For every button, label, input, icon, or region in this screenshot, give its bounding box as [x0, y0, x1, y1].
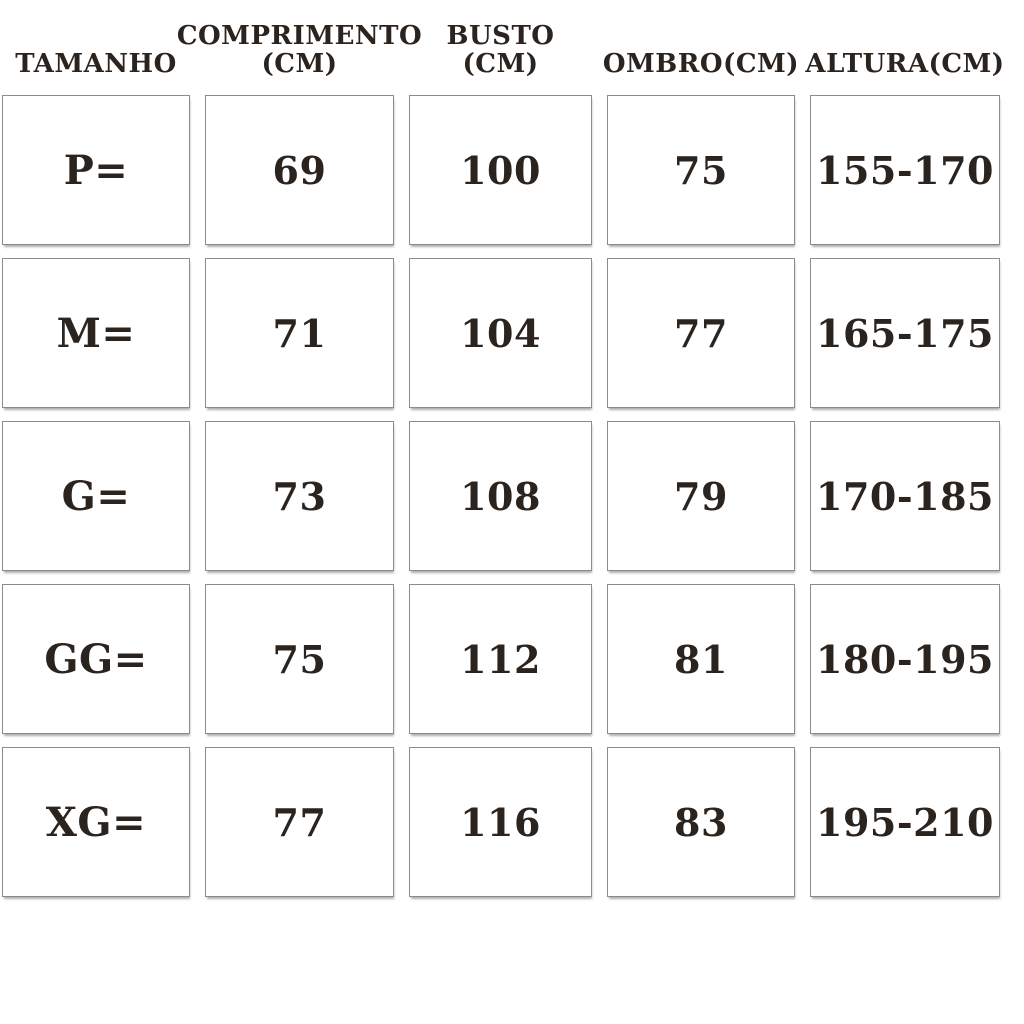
cell-busto-xg: 116 [409, 747, 592, 897]
cell-size-p: P= [2, 95, 190, 245]
cell-ombro-p: 75 [607, 95, 795, 245]
cell-ombro-g: 79 [607, 421, 795, 571]
column-header-altura: ALTURA(CM) [805, 48, 1005, 79]
cell-altura-gg: 180-195 [810, 584, 1000, 734]
cell-size-m: M= [2, 258, 190, 408]
cell-busto-g: 108 [409, 421, 592, 571]
cell-ombro-m: 77 [607, 258, 795, 408]
cell-busto-m: 104 [409, 258, 592, 408]
cell-size-gg: GG= [2, 584, 190, 734]
cell-ombro-xg: 83 [607, 747, 795, 897]
cell-altura-m: 165-175 [810, 258, 1000, 408]
cell-busto-p: 100 [409, 95, 592, 245]
cell-ombro-gg: 81 [607, 584, 795, 734]
column-header-busto: BUSTO (CM) [446, 20, 555, 79]
cell-altura-g: 170-185 [810, 421, 1000, 571]
cell-comprimento-p: 69 [205, 95, 394, 245]
cell-comprimento-m: 71 [205, 258, 394, 408]
cell-size-xg: XG= [2, 747, 190, 897]
column-header-tamanho: TAMANHO [15, 48, 177, 79]
cell-comprimento-xg: 77 [205, 747, 394, 897]
cell-busto-gg: 112 [409, 584, 592, 734]
cell-altura-xg: 195-210 [810, 747, 1000, 897]
cell-size-g: G= [2, 421, 190, 571]
cell-altura-p: 155-170 [810, 95, 1000, 245]
cell-comprimento-gg: 75 [205, 584, 394, 734]
cell-comprimento-g: 73 [205, 421, 394, 571]
column-header-ombro: OMBRO(CM) [602, 48, 800, 79]
column-header-comprimento: COMPRIMENTO (CM) [176, 20, 423, 79]
size-chart-table: TAMANHO COMPRIMENTO (CM) BUSTO (CM) OMBR… [2, 6, 1005, 897]
